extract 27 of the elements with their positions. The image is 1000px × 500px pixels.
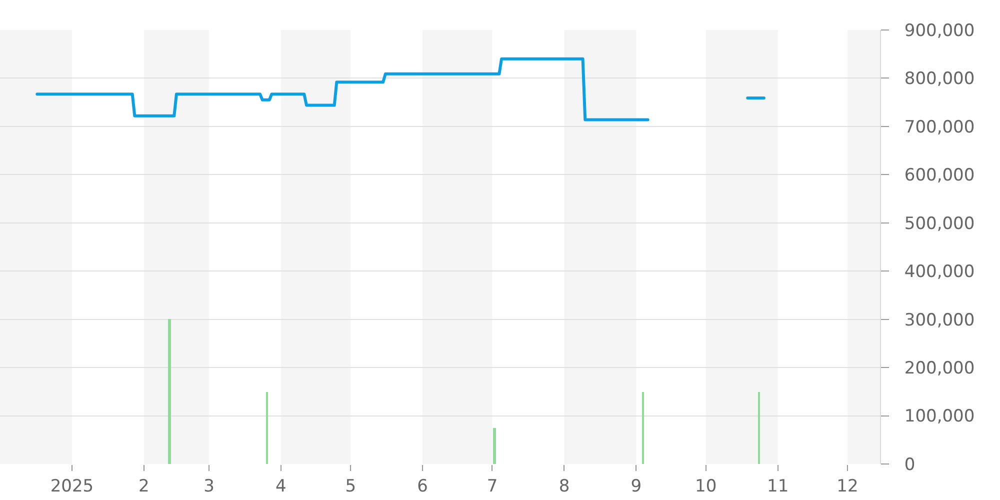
x-tick-label: 5 <box>345 476 356 496</box>
x-tick-label: 4 <box>276 476 286 496</box>
x-tick-label: 12 <box>836 476 858 496</box>
y-tick-label: 900,000 <box>904 20 975 41</box>
x-tick-label: 8 <box>558 476 570 496</box>
y-tick-label: 400,000 <box>904 262 975 282</box>
y-tick-label: 700,000 <box>904 117 975 138</box>
x-tick-label: 10 <box>695 476 717 496</box>
x-tick-label: 11 <box>767 476 789 496</box>
y-tick-label: 0 <box>904 454 916 475</box>
bar <box>168 319 171 464</box>
y-tick-label: 300,000 <box>904 310 975 330</box>
x-tick-label: 2 <box>138 476 150 496</box>
bar <box>493 428 496 464</box>
y-tick-label: 500,000 <box>904 214 975 234</box>
y-tick-label: 800,000 <box>904 69 975 90</box>
bar <box>758 392 760 464</box>
x-tick-label: 9 <box>630 476 642 496</box>
y-tick-label: 100,000 <box>904 406 975 427</box>
y-tick-label: 200,000 <box>904 358 975 379</box>
bar <box>266 392 268 464</box>
x-tick-label: 6 <box>417 476 428 496</box>
x-tick-label: 2025 <box>50 476 94 496</box>
x-tick-label: 3 <box>204 476 214 496</box>
y-tick-label: 600,000 <box>904 166 975 186</box>
bar <box>642 392 644 464</box>
x-tick-label: 7 <box>486 476 498 496</box>
